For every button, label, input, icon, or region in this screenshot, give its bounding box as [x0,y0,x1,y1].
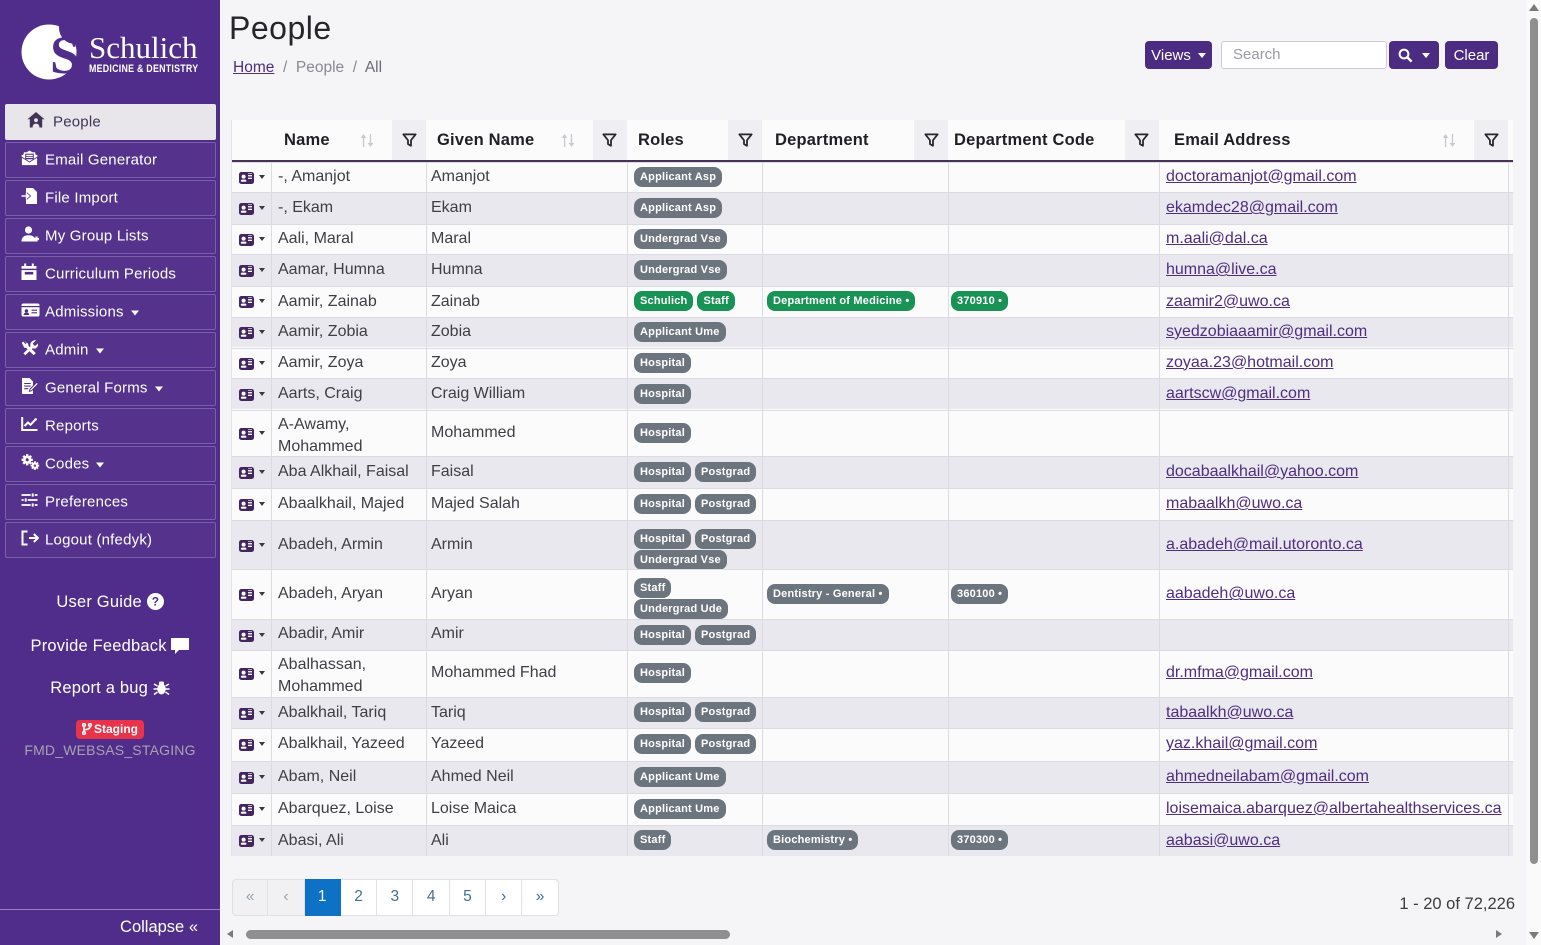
svg-text:S: S [50,25,80,82]
svg-text:?: ? [151,595,159,609]
